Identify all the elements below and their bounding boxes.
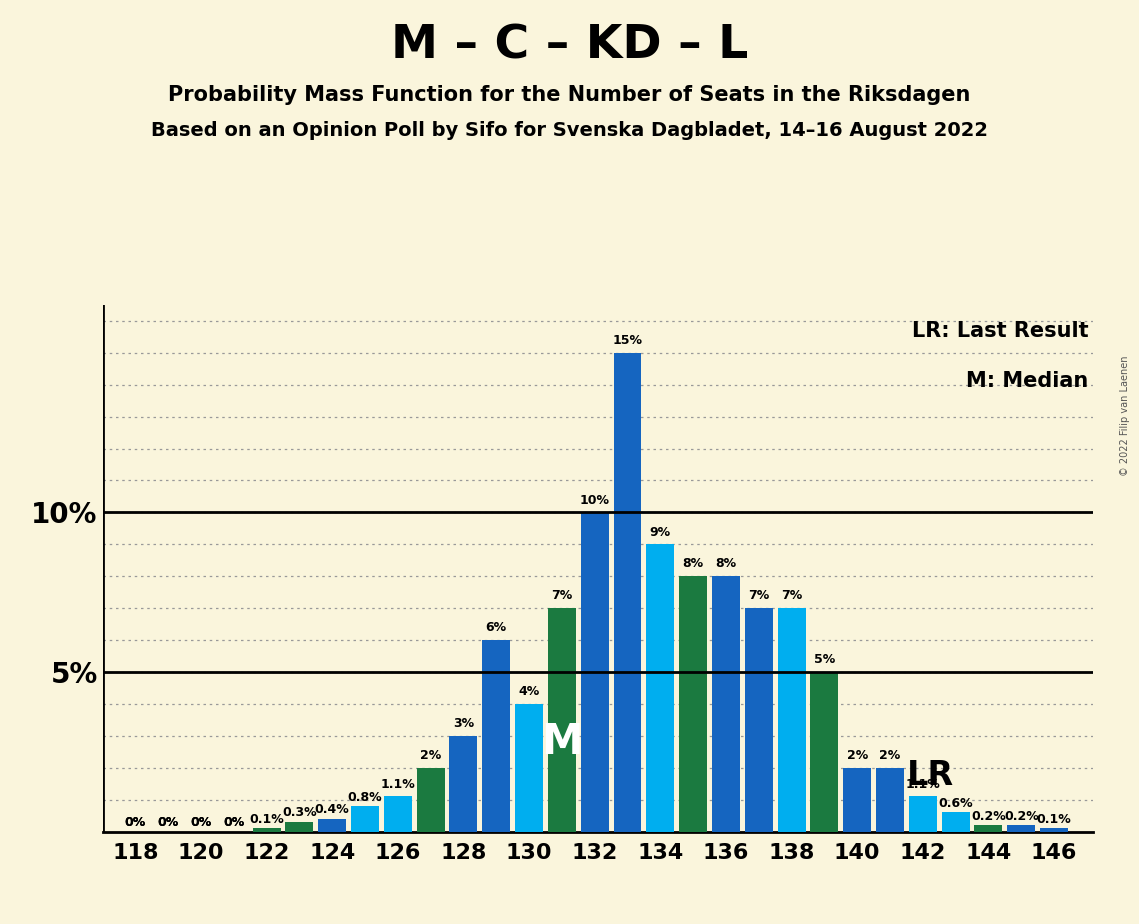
Text: 4%: 4%: [518, 686, 540, 699]
Text: 5%: 5%: [813, 653, 835, 666]
Text: 0.6%: 0.6%: [939, 796, 973, 810]
Bar: [876, 768, 904, 832]
Bar: [581, 513, 608, 832]
Text: 0.3%: 0.3%: [282, 807, 317, 820]
Text: Based on an Opinion Poll by Sifo for Svenska Dagbladet, 14–16 August 2022: Based on an Opinion Poll by Sifo for Sve…: [151, 121, 988, 140]
Bar: [515, 704, 543, 832]
Text: 0.1%: 0.1%: [1036, 813, 1072, 826]
Text: 7%: 7%: [781, 590, 802, 602]
Text: © 2022 Filip van Laenen: © 2022 Filip van Laenen: [1121, 356, 1130, 476]
Text: M: M: [541, 722, 583, 763]
Bar: [843, 768, 871, 832]
Text: 2%: 2%: [846, 749, 868, 762]
Text: 0.1%: 0.1%: [249, 813, 284, 826]
Text: 1.1%: 1.1%: [380, 778, 416, 791]
Bar: [745, 608, 772, 832]
Bar: [975, 825, 1002, 832]
Text: M – C – KD – L: M – C – KD – L: [391, 23, 748, 68]
Text: 0%: 0%: [223, 816, 245, 829]
Bar: [909, 796, 936, 832]
Text: 0%: 0%: [124, 816, 146, 829]
Bar: [286, 822, 313, 832]
Text: 7%: 7%: [551, 590, 573, 602]
Text: 0.8%: 0.8%: [347, 791, 383, 804]
Text: 1.1%: 1.1%: [906, 778, 940, 791]
Bar: [811, 672, 838, 832]
Text: 0%: 0%: [190, 816, 212, 829]
Text: Probability Mass Function for the Number of Seats in the Riksdagen: Probability Mass Function for the Number…: [169, 85, 970, 105]
Text: 9%: 9%: [649, 526, 671, 539]
Text: 0%: 0%: [157, 816, 179, 829]
Bar: [548, 608, 576, 832]
Bar: [778, 608, 805, 832]
Text: 0%: 0%: [124, 816, 146, 829]
Text: 0%: 0%: [157, 816, 179, 829]
Bar: [712, 577, 740, 832]
Bar: [1007, 825, 1035, 832]
Bar: [417, 768, 444, 832]
Text: 7%: 7%: [748, 590, 769, 602]
Bar: [450, 736, 477, 832]
Bar: [351, 806, 379, 832]
Text: 8%: 8%: [715, 557, 737, 570]
Bar: [318, 819, 346, 832]
Bar: [1040, 829, 1068, 832]
Bar: [482, 640, 510, 832]
Text: 2%: 2%: [879, 749, 901, 762]
Text: 8%: 8%: [682, 557, 704, 570]
Bar: [614, 353, 641, 832]
Text: 0.2%: 0.2%: [1003, 809, 1039, 822]
Text: 15%: 15%: [613, 334, 642, 347]
Text: LR: Last Result: LR: Last Result: [912, 321, 1089, 341]
Text: 3%: 3%: [453, 717, 474, 730]
Bar: [253, 829, 280, 832]
Bar: [646, 544, 674, 832]
Bar: [384, 796, 412, 832]
Bar: [679, 577, 707, 832]
Text: 0%: 0%: [223, 816, 245, 829]
Text: 0.4%: 0.4%: [314, 803, 350, 816]
Text: LR: LR: [907, 760, 953, 792]
Text: 6%: 6%: [485, 621, 507, 635]
Text: M: Median: M: Median: [966, 371, 1089, 391]
Text: 0%: 0%: [190, 816, 212, 829]
Text: 2%: 2%: [420, 749, 441, 762]
Text: 10%: 10%: [580, 493, 609, 506]
Text: 0.2%: 0.2%: [972, 809, 1006, 822]
Bar: [942, 812, 969, 832]
